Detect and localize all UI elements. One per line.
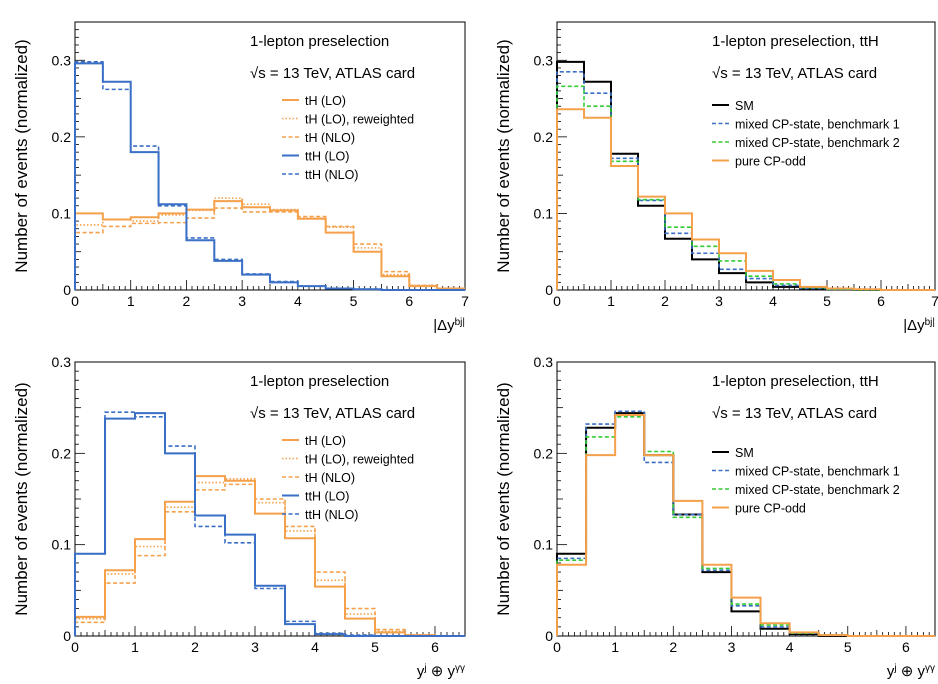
x-tick-label: 4 [294,293,302,309]
legend-entry: tH (LO), reweighted [305,453,414,467]
series-tth-lo--line [74,412,465,637]
x-tick-label: 2 [669,639,677,655]
legend-entry: SM [735,99,754,113]
series-th-lo--line [74,475,465,637]
x-tick-label: 1 [607,293,615,309]
legend-entry: mixed CP-state, benchmark 2 [735,483,900,497]
x-tick-label: 7 [931,293,938,309]
series-th-lo--line [74,200,465,290]
y-tick-label: 0 [545,628,553,644]
legend-entry: ttH (LO) [305,150,349,164]
legend-entry: tH (NLO) [305,131,355,145]
x-tick-label: 6 [877,293,885,309]
y-tick-label: 0.3 [52,52,72,68]
chart-panel-bottom-left: 0 1 2 3 4 5 6 0 0.1 0.2 0.3 Number of events (norma… [12,354,466,681]
x-tick-label: 5 [350,293,358,309]
series-th-nlo--line [74,483,465,637]
y-axis-label: Number of events (normalized) [494,39,513,272]
series-tth-nlo--line [74,411,465,637]
y-tick-label: 0.2 [534,445,554,461]
x-tick-label: 5 [823,293,831,309]
legend-entry: mixed CP-state, benchmark 2 [735,136,900,150]
x-axis-label: |Δybj| [433,317,465,335]
chart-subtitle: √s = 13 TeV, ATLAS card [250,405,415,422]
series-th-lo-reweighted-line [74,197,465,290]
legend-entry: tH (NLO) [305,471,355,485]
series-th-lo-reweighted-line [74,478,465,637]
x-tick-label: 3 [715,293,723,309]
y-axis-label: Number of events (normalized) [12,382,31,615]
x-tick-label: 3 [238,293,246,309]
chart-subtitle: √s = 13 TeV, ATLAS card [250,65,415,82]
y-tick-label: 0.1 [534,537,554,553]
x-tick-label: 4 [786,639,794,655]
x-tick-label: 0 [71,639,79,655]
x-tick-label: 0 [553,639,561,655]
y-tick-label: 0 [545,282,553,298]
x-tick-label: 2 [183,293,191,309]
y-tick-label: 0.1 [534,205,554,221]
x-tick-label: 1 [127,293,135,309]
plot-frame [556,361,936,637]
chart-title: 1-lepton preselection, ttH [712,33,879,50]
legend-entry: ttH (NLO) [305,168,358,182]
x-tick-label: 0 [71,293,79,309]
x-tick-label: 3 [728,639,736,655]
x-tick-label: 6 [902,639,910,655]
x-tick-label: 7 [461,293,469,309]
x-axis-label: yj ⊕ yγγ [887,663,935,681]
legend-entry: tH (LO), reweighted [305,113,414,127]
y-tick-label: 0.2 [52,129,72,145]
x-tick-label: 1 [611,639,619,655]
legend-entry: pure CP-odd [735,155,806,169]
y-axis-label: Number of events (normalized) [12,39,31,272]
x-axis-label: yj ⊕ yγγ [417,663,465,681]
x-tick-label: 5 [844,639,852,655]
x-tick-label: 5 [371,639,379,655]
legend-entry: mixed CP-state, benchmark 1 [735,465,900,479]
chart-panel-top-left: 0 1 2 3 4 5 6 7 0 0.1 0.2 0.3 Number of events (norm… [12,21,469,335]
y-tick-label: 0 [63,628,71,644]
x-tick-label: 3 [251,639,259,655]
legend-entry: tH (LO) [305,94,346,108]
y-tick-label: 0 [63,282,71,298]
series-tth-lo--line [74,62,465,291]
x-axis-label: |Δybj| [903,317,935,335]
legend-entry: pure CP-odd [735,502,806,516]
chart-panel-top-right: 0 1 2 3 4 5 6 7 0 0.1 0.2 0.3 Number of events (norm… [494,21,938,335]
chart-title: 1-lepton preselection, ttH [712,373,879,390]
legend-entry: SM [735,446,754,460]
y-tick-label: 0.2 [534,129,554,145]
series-pure-cp-odd-line [556,413,935,637]
legend-entry: ttH (LO) [305,490,349,504]
chart-title: 1-lepton preselection [250,373,389,390]
chart-title: 1-lepton preselection [250,33,389,50]
y-axis-label: Number of events (normalized) [494,382,513,615]
legend-entry: mixed CP-state, benchmark 1 [735,118,900,132]
x-tick-label: 6 [405,293,413,309]
y-tick-label: 0.2 [52,445,72,461]
x-tick-label: 4 [769,293,777,309]
chart-subtitle: √s = 13 TeV, ATLAS card [712,65,877,82]
legend-entry: ttH (NLO) [305,508,358,522]
x-tick-label: 4 [311,639,319,655]
x-tick-label: 2 [661,293,669,309]
series-tth-nlo--line [74,61,465,291]
y-tick-label: 0.3 [534,354,554,370]
chart-subtitle: √s = 13 TeV, ATLAS card [712,405,877,422]
chart-panel-bottom-right: 0 1 2 3 4 5 6 0 0.1 0.2 0.3 Number of events (norma… [494,354,936,681]
y-tick-label: 0.3 [534,52,554,68]
y-tick-label: 0.1 [52,205,72,221]
y-tick-label: 0.1 [52,537,72,553]
x-tick-label: 2 [191,639,199,655]
y-tick-label: 0.3 [52,354,72,370]
x-tick-label: 1 [131,639,139,655]
legend-entry: tH (LO) [305,434,346,448]
x-tick-label: 6 [431,639,439,655]
x-tick-label: 0 [553,293,561,309]
plot-frame [74,21,466,291]
series-th-nlo--line [74,207,465,290]
series-pure-cp-odd-line [556,108,935,291]
